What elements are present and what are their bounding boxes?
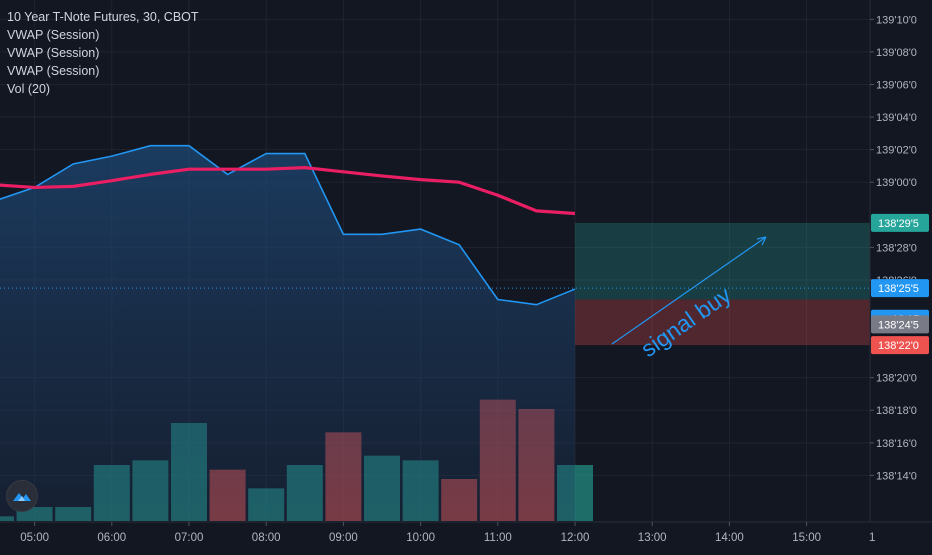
price-label-box	[871, 279, 929, 298]
time-tick-label: 05:00	[20, 532, 49, 544]
loss-zone	[575, 299, 870, 346]
price-label-text: 138'29'5	[878, 218, 919, 230]
price-tick-label: 139'00'0	[876, 177, 917, 189]
price-line	[0, 144, 576, 306]
price-label-text: 138'25'5	[878, 283, 919, 295]
price-axis	[870, 0, 932, 550]
price-label-box	[871, 213, 929, 232]
time-tick-label: 06:00	[97, 532, 126, 544]
annotation-arrowhead	[756, 236, 767, 246]
time-tick-label: 07:00	[175, 532, 204, 544]
price-tick-label: 139'02'0	[876, 145, 917, 157]
time-tick-label: 11:00	[484, 532, 512, 544]
time-axis	[0, 522, 932, 550]
legend-vwap-1[interactable]: VWAP (Session)	[7, 28, 100, 42]
price-label-box	[871, 336, 929, 355]
time-tick-label: 08:00	[252, 532, 281, 544]
time-tick-label: 10:00	[406, 532, 435, 544]
price-tick-label: 138'18'0	[876, 405, 917, 417]
time-tick-label: 13:00	[638, 532, 667, 544]
price-tick-label: 139'06'0	[876, 79, 917, 91]
price-label-box	[871, 315, 929, 334]
price-tick-label: 139'08'0	[876, 47, 917, 59]
price-area	[0, 145, 575, 521]
tradingview-logo-icon[interactable]	[6, 480, 38, 512]
legend-volume[interactable]: Vol (20)	[7, 82, 51, 96]
chart-legend: 10 Year T-Note Futures, 30, CBOT VWAP (S…	[7, 8, 199, 98]
time-tick-label: 1	[869, 532, 875, 544]
price-label-text: 138'24'5	[878, 319, 919, 331]
annotation-arrow	[611, 236, 767, 345]
price-tick-label: 138'16'0	[876, 438, 917, 450]
price-tick-label: 138'20'0	[876, 373, 917, 385]
time-tick-label: 14:00	[715, 532, 744, 544]
legend-vwap-2[interactable]: VWAP (Session)	[7, 46, 100, 60]
time-tick-label: 09:00	[329, 532, 358, 544]
vwap-line	[0, 166, 576, 216]
price-label-text: 138'22'0	[878, 340, 919, 352]
price-tick-label: 138'14'0	[876, 470, 917, 482]
time-tick-label: 12:00	[561, 532, 590, 544]
legend-vwap-3[interactable]: VWAP (Session)	[7, 64, 100, 78]
price-tick-label: 139'10'0	[876, 14, 917, 26]
time-tick-label: 15:00	[792, 532, 821, 544]
chart-title[interactable]: 10 Year T-Note Futures, 30, CBOT	[7, 10, 199, 24]
price-tick-label: 139'04'0	[876, 112, 917, 124]
profit-zone	[575, 222, 870, 300]
price-tick-label: 138'28'0	[876, 242, 917, 254]
